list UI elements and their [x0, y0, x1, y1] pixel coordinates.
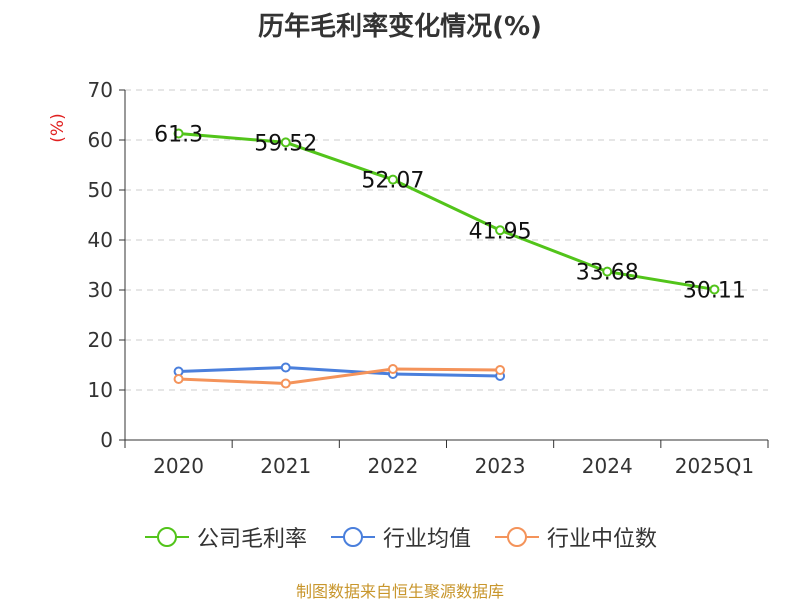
- point-s1-2021: [280, 362, 291, 373]
- x-tick-label-2020: 2020: [153, 454, 204, 478]
- legend-item-company[interactable]: 公司毛利率: [143, 521, 307, 553]
- point-s0-2020: [173, 128, 184, 139]
- y-tick-label-10: 10: [88, 378, 113, 402]
- x-tick-label-2022: 2022: [367, 454, 418, 478]
- point-s0-2023: [495, 225, 506, 236]
- x-tick-label-2024: 2024: [582, 454, 633, 478]
- point-s2-2023: [495, 365, 506, 375]
- legend-marker-industry-mean: [330, 527, 375, 547]
- point-s2-2021: [280, 378, 291, 389]
- data-label-2023: 41.95: [469, 219, 532, 244]
- series-line-1: [177, 366, 502, 378]
- series: [173, 128, 720, 389]
- point-s0-2024: [602, 266, 613, 277]
- y-tick-label-40: 40: [88, 228, 113, 252]
- y-tick-label-70: 70: [88, 78, 113, 102]
- x-tick-label-2021: 2021: [260, 454, 311, 478]
- legend: 公司毛利率 行业均值 行业中位数: [0, 520, 800, 554]
- x-tick-label-2025Q1: 2025Q1: [675, 454, 754, 478]
- data-label-2025Q1: 30.11: [683, 278, 746, 303]
- y-tick-label-30: 30: [88, 278, 113, 302]
- data-label-2021: 59.52: [254, 131, 317, 156]
- legend-marker-company: [144, 527, 189, 547]
- legend-label-industry-mean: 行业均值: [382, 527, 471, 552]
- point-s2-2020: [173, 374, 184, 384]
- y-tick-label-20: 20: [88, 328, 113, 352]
- data-labels: 61.3 59.52 52.07 41.95 33.68 30.11: [154, 123, 746, 304]
- source-note: 制图数据来自恒生聚源数据库: [295, 582, 504, 601]
- y-axis-label: (%): [48, 113, 68, 142]
- legend-marker-industry-median: [495, 527, 539, 547]
- point-s2-2022: [387, 364, 398, 374]
- data-label-2024: 33.68: [576, 261, 639, 286]
- legend-item-industry-median[interactable]: 行业中位数: [493, 521, 657, 553]
- point-s0-2025Q1: [709, 284, 720, 295]
- point-s0-2022: [387, 174, 398, 185]
- data-label-2020: 61.3: [154, 123, 203, 148]
- grid-lines: [125, 89, 768, 391]
- axes: 0 10 20 30 40 50 60 70 2020 2021 2022 2023 2024 2025Q…: [48, 78, 769, 478]
- y-tick-label-0: 0: [100, 428, 113, 452]
- series-line-2: [177, 367, 502, 385]
- y-tick-label-50: 50: [88, 178, 113, 202]
- series-line-0: [177, 132, 716, 291]
- x-tick-label-2023: 2023: [475, 454, 526, 478]
- data-label-2022: 52.07: [361, 169, 424, 194]
- point-s0-2021: [280, 137, 291, 148]
- legend-item-industry-mean[interactable]: 行业均值: [329, 521, 471, 553]
- y-tick-label-60: 60: [88, 128, 113, 152]
- legend-label-industry-median: 行业中位数: [547, 527, 658, 552]
- chart-title: 历年毛利率变化情况(%): [258, 12, 542, 42]
- legend-label-company: 公司毛利率: [196, 527, 307, 552]
